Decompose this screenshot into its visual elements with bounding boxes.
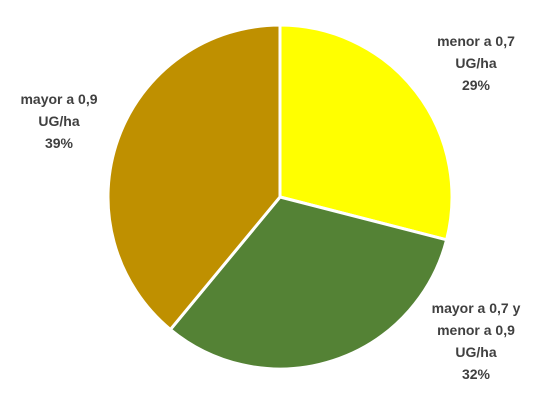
slice-label-line: UG/ha: [38, 113, 80, 129]
slice-label-line: menor a 0,7: [437, 33, 515, 49]
pie-slice-1: [168, 195, 449, 371]
slice-label-line: mayor a 0,9: [20, 91, 98, 107]
slice-label-line: UG/ha: [455, 55, 497, 71]
slice-percent-label: 39%: [44, 135, 74, 151]
slice-percent-label: 32%: [461, 366, 491, 382]
slice-label-mayor-0-7-menor-0-9: mayor a 0,7 y menor a 0,9 UG/ha 32%: [420, 297, 532, 385]
slice-percent-label: 29%: [461, 77, 491, 93]
slice-label-line: mayor a 0,7 y: [431, 300, 521, 316]
slice-label-menor-0-7: menor a 0,7 UG/ha 29%: [420, 30, 532, 96]
slice-label-line: UG/ha: [455, 344, 497, 360]
pie-slice-0: [278, 23, 454, 242]
slice-label-line: menor a 0,9: [437, 322, 515, 338]
slice-label-mayor-0-9: mayor a 0,9 UG/ha 39%: [4, 88, 114, 154]
pie-slice-2: [106, 23, 282, 332]
